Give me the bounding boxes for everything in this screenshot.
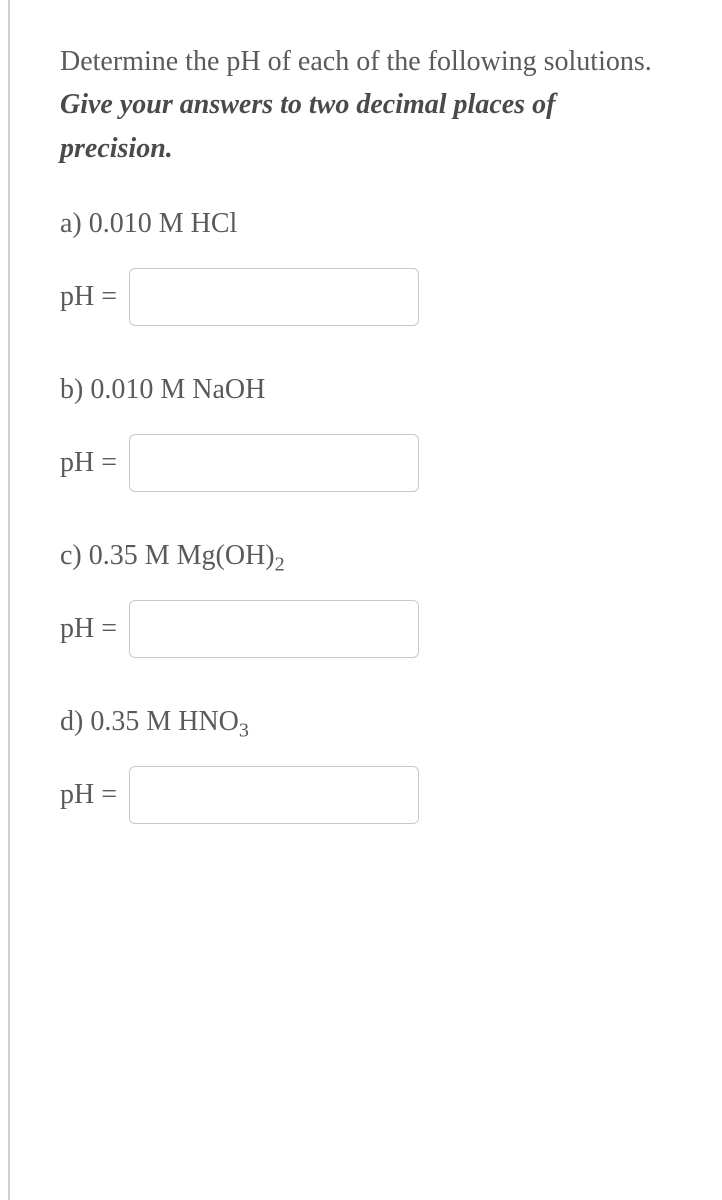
ph-label-b: pH = (60, 447, 117, 479)
ph-input-b[interactable] (129, 434, 419, 492)
part-c-label-text: c) 0.35 M Mg(OH) (60, 540, 275, 571)
ph-input-d[interactable] (129, 766, 419, 824)
part-d-answer-row: pH = (60, 766, 672, 824)
ph-input-c[interactable] (129, 600, 419, 658)
part-d-label: d) 0.35 M HNO3 (60, 706, 672, 738)
part-a-answer-row: pH = (60, 268, 672, 326)
part-b: b) 0.010 M NaOH pH = (60, 374, 672, 492)
part-d-label-text: d) 0.35 M HNO (60, 706, 239, 737)
question-intro: Determine the pH of each of the followin… (60, 40, 672, 170)
part-c-label: c) 0.35 M Mg(OH)2 (60, 540, 672, 572)
part-c-subscript: 2 (275, 554, 285, 576)
part-a-label: a) 0.010 M HCl (60, 208, 672, 240)
ph-label-a: pH = (60, 281, 117, 313)
part-c: c) 0.35 M Mg(OH)2 pH = (60, 540, 672, 658)
intro-lead: Determine the pH of each of the followin… (60, 46, 652, 77)
question-container: Determine the pH of each of the followin… (8, 0, 722, 1200)
ph-label-c: pH = (60, 613, 117, 645)
ph-label-d: pH = (60, 779, 117, 811)
part-b-label: b) 0.010 M NaOH (60, 374, 672, 406)
part-d-subscript: 3 (239, 720, 249, 742)
part-b-answer-row: pH = (60, 434, 672, 492)
ph-input-a[interactable] (129, 268, 419, 326)
part-a: a) 0.010 M HCl pH = (60, 208, 672, 326)
part-c-answer-row: pH = (60, 600, 672, 658)
part-d: d) 0.35 M HNO3 pH = (60, 706, 672, 824)
intro-emphasis: Give your answers to two decimal places … (60, 89, 555, 163)
